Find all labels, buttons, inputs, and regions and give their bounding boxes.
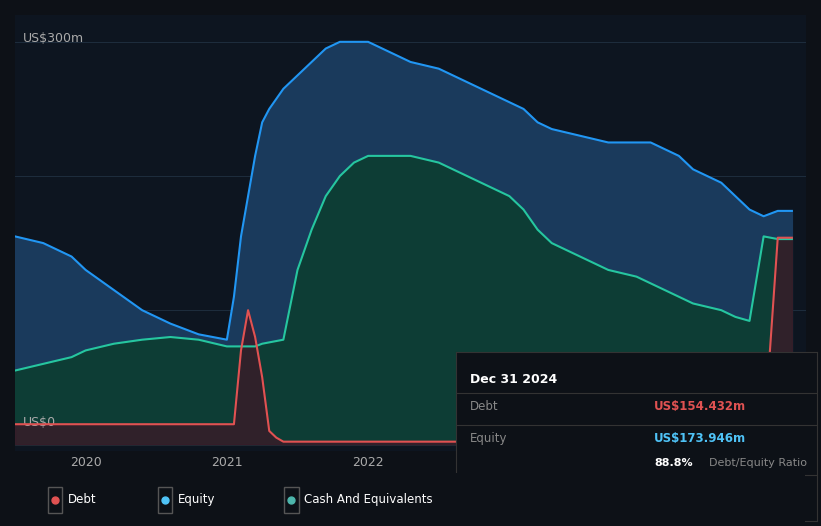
Text: Equity: Equity bbox=[470, 431, 507, 444]
Bar bbox=[48, 487, 62, 513]
Text: Equity: Equity bbox=[178, 493, 215, 506]
Text: Debt: Debt bbox=[67, 493, 96, 506]
Text: Dec 31 2024: Dec 31 2024 bbox=[470, 372, 557, 386]
Text: US$173.946m: US$173.946m bbox=[654, 431, 746, 444]
Text: Cash And Equivalents: Cash And Equivalents bbox=[470, 484, 599, 497]
Text: 88.8%: 88.8% bbox=[654, 459, 693, 469]
Text: US$152.578m: US$152.578m bbox=[654, 484, 746, 497]
Text: Debt: Debt bbox=[470, 400, 498, 412]
Bar bbox=[158, 487, 172, 513]
Bar bbox=[284, 487, 299, 513]
Text: US$0: US$0 bbox=[23, 416, 56, 429]
Text: Cash And Equivalents: Cash And Equivalents bbox=[304, 493, 433, 506]
Text: Debt/Equity Ratio: Debt/Equity Ratio bbox=[709, 459, 806, 469]
Text: US$154.432m: US$154.432m bbox=[654, 400, 746, 412]
Text: US$300m: US$300m bbox=[23, 33, 84, 45]
